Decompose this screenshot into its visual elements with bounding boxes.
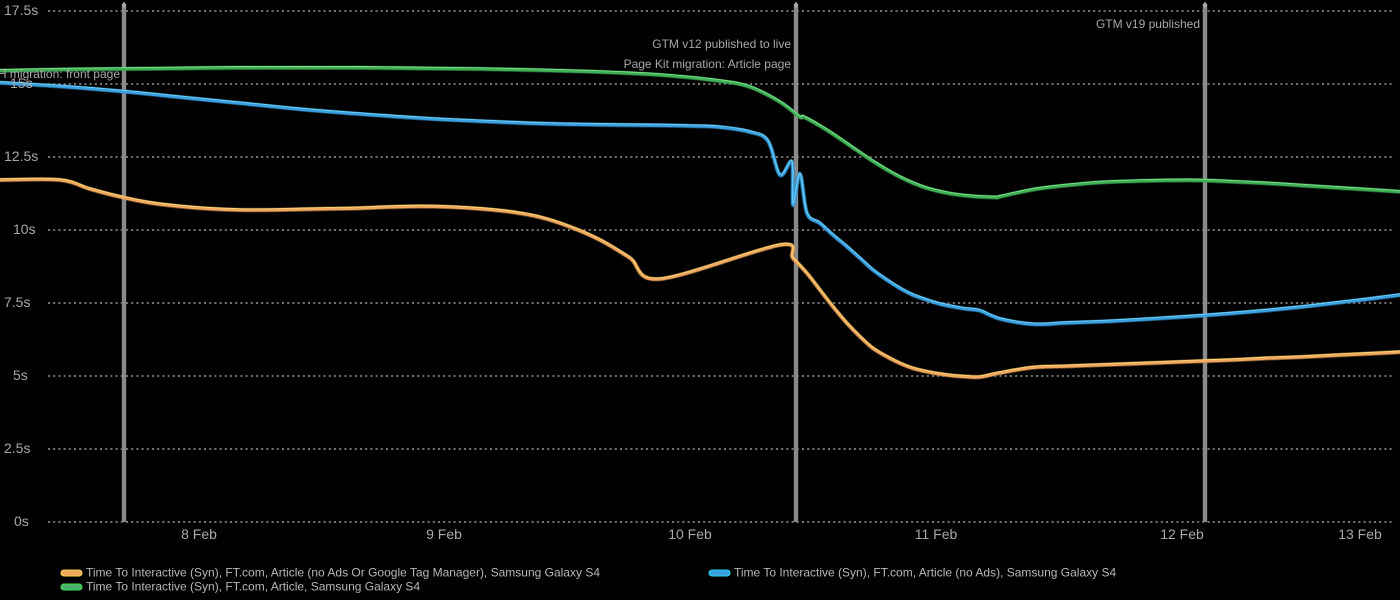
svg-text:Time To Interactive (Syn), FT.: Time To Interactive (Syn), FT.com, Artic… [86,580,420,594]
svg-text:KH migration: front page: KH migration: front page [0,67,120,81]
svg-text:2.5s: 2.5s [4,440,30,456]
svg-text:8 Feb: 8 Feb [181,526,217,542]
svg-text:Time To Interactive (Syn), FT.: Time To Interactive (Syn), FT.com, Artic… [734,566,1116,580]
svg-text:GTM v19 published: GTM v19 published [1096,17,1200,31]
svg-text:Time To Interactive (Syn), FT.: Time To Interactive (Syn), FT.com, Artic… [86,566,600,580]
svg-text:Page Kit migration: Article pa: Page Kit migration: Article page [624,57,792,71]
svg-text:GTM v12 published to live: GTM v12 published to live [652,37,791,51]
svg-text:10s: 10s [13,221,36,237]
svg-text:12 Feb: 12 Feb [1160,526,1204,542]
svg-text:13 Feb: 13 Feb [1338,526,1382,542]
svg-text:0s: 0s [14,513,29,529]
svg-text:12.5s: 12.5s [4,148,38,164]
svg-text:5s: 5s [13,367,28,383]
svg-text:11 Feb: 11 Feb [915,526,958,542]
svg-text:7.5s: 7.5s [4,294,30,310]
svg-text:9 Feb: 9 Feb [426,526,462,542]
svg-text:17.5s: 17.5s [4,2,38,18]
svg-text:10 Feb: 10 Feb [668,526,712,542]
